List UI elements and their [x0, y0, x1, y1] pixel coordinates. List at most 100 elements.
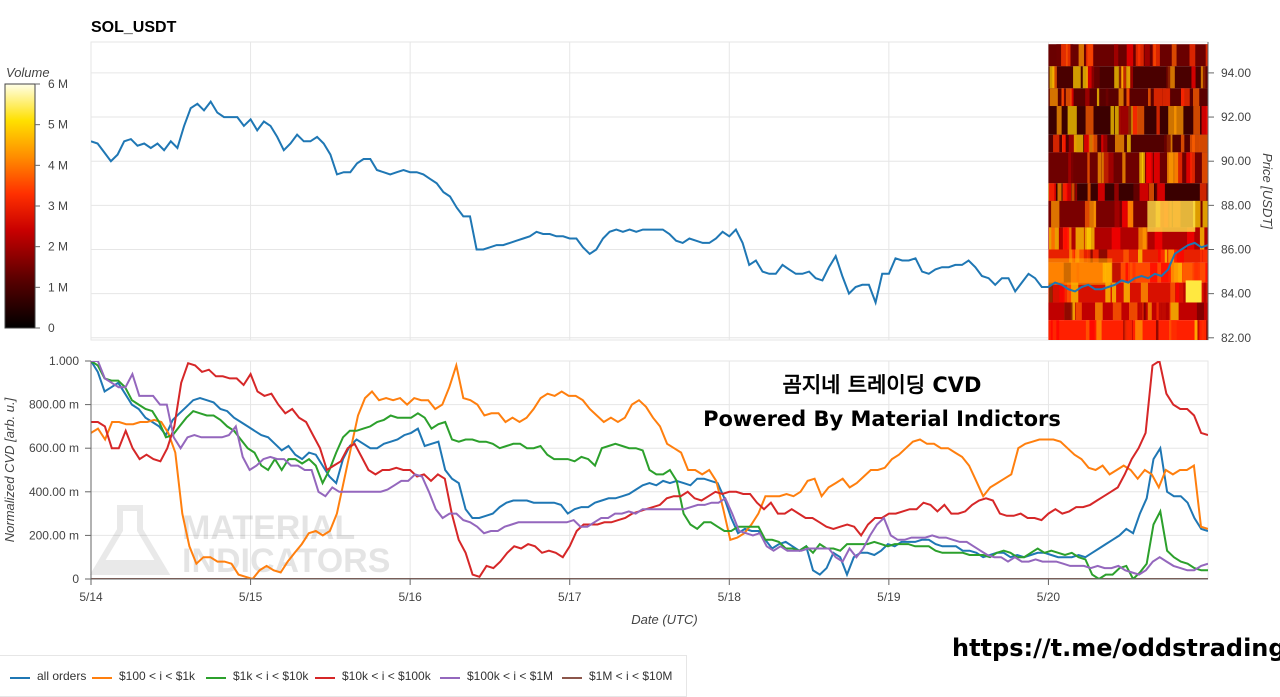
- watermark-line-1: MATERIAL: [182, 509, 355, 547]
- heatmap-cell: [1201, 106, 1208, 135]
- heatmap-cell: [1139, 152, 1144, 184]
- legend-label: $100 < i < $1k: [119, 669, 196, 683]
- heatmap-cell: [1071, 152, 1077, 184]
- heatmap-cell: [1075, 227, 1084, 250]
- legend: all orders $100 < i < $1k $1k < i < $10k $1…: [0, 655, 687, 697]
- heatmap-cell: [1101, 134, 1104, 153]
- heatmap-cell: [1123, 249, 1129, 263]
- cvd-tick-label: 200.00 m: [29, 528, 79, 542]
- heatmap-cell: [1068, 282, 1072, 303]
- heatmap-cell: [1139, 183, 1149, 201]
- heatmap-cell: [1114, 66, 1122, 89]
- cvd-axis: 0 200.00 m 400.00 m 600.00 m 800.00 m 1.000 5/…: [2, 354, 1208, 627]
- heatmap-cell: [1059, 282, 1065, 303]
- date-tick-label: 5/18: [718, 590, 742, 604]
- colorbar-title: Volume: [6, 65, 50, 80]
- heatmap-cell: [1114, 134, 1125, 153]
- heatmap-cell: [1085, 320, 1090, 340]
- heatmap-cell: [1153, 152, 1160, 184]
- colorbar-tick-label: 1 M: [48, 280, 68, 294]
- heatmap-cell: [1157, 183, 1165, 201]
- heatmap-cell: [1071, 183, 1075, 201]
- heatmap-cell: [1087, 183, 1091, 201]
- cvd-line-100k-1M: [91, 361, 1208, 576]
- heatmap-cell: [1066, 183, 1072, 201]
- heatmap-cell: [1147, 302, 1152, 321]
- heatmap-cell: [1168, 249, 1177, 263]
- heatmap-cell: [1091, 66, 1100, 89]
- heatmap-cell: [1138, 227, 1147, 250]
- heatmap-cell: [1171, 44, 1177, 67]
- cvd-tick-label: 1.000: [49, 354, 79, 368]
- heatmap-cell: [1123, 282, 1130, 303]
- heatmap-cell: [1182, 262, 1193, 283]
- heatmap-cell: [1190, 152, 1195, 184]
- orderbook-heatmap: [1048, 44, 1208, 340]
- heatmap-cell: [1136, 106, 1145, 135]
- date-tick-label: 5/15: [239, 590, 263, 604]
- heatmap-cell: [1195, 262, 1198, 283]
- heatmap-cell: [1170, 282, 1176, 303]
- heatmap-cell: [1135, 320, 1143, 340]
- heatmap-cell: [1196, 302, 1204, 321]
- heatmap-cell: [1048, 282, 1053, 303]
- heatmap-cell: [1135, 44, 1141, 67]
- heatmap-cell: [1168, 152, 1179, 184]
- heatmap-cell: [1098, 249, 1108, 263]
- legend-swatch: [562, 677, 582, 679]
- colorbar-tick-label: 2 M: [48, 240, 68, 254]
- heatmap-cell: [1103, 152, 1114, 184]
- legend-label: all orders: [37, 669, 87, 683]
- heatmap-cell: [1057, 183, 1062, 201]
- heatmap-cell: [1112, 302, 1122, 321]
- legend-label: $100k < i < $1M: [467, 669, 554, 683]
- heatmap-cell: [1174, 262, 1182, 283]
- heatmap-cell: [1197, 320, 1200, 340]
- date-tick-label: 5/17: [558, 590, 582, 604]
- heatmap-cell: [1049, 66, 1055, 89]
- heatmap-cell: [1205, 262, 1208, 283]
- cvd-line-1k-10k: [91, 361, 1208, 579]
- heatmap-cell: [1123, 66, 1127, 89]
- heatmap-cell: [1187, 227, 1195, 250]
- heatmap-cell: [1118, 66, 1122, 89]
- heatmap-cell: [1152, 44, 1156, 67]
- heatmap-cell: [1158, 302, 1162, 321]
- heatmap-cell: [1051, 227, 1055, 250]
- heatmap-cell: [1155, 44, 1160, 67]
- legend-swatch: [206, 677, 226, 679]
- heatmap-cell: [1180, 88, 1190, 107]
- heatmap-cell: [1141, 152, 1145, 184]
- heatmap-cell: [1205, 44, 1208, 67]
- heatmap-cell: [1133, 183, 1140, 201]
- heatmap-cell: [1157, 249, 1165, 263]
- heatmap-cell: [1093, 200, 1096, 228]
- price-tick-label: 94.00: [1221, 66, 1251, 80]
- heatmap-cell: [1070, 88, 1074, 107]
- heatmap-cell: [1097, 152, 1102, 184]
- heatmap-cell: [1155, 320, 1159, 340]
- heatmap-cell: [1126, 44, 1134, 67]
- overlay-title: 곰지네 트레이딩 CVD: [783, 373, 982, 397]
- heatmap-cell: [1193, 88, 1200, 107]
- colorbar-tick-label: 4 M: [48, 158, 68, 172]
- heatmap-cell: [1103, 134, 1108, 153]
- heatmap-cell: [1186, 152, 1192, 184]
- heatmap-cell: [1180, 134, 1185, 153]
- heatmap-cell: [1063, 227, 1070, 250]
- legend-swatch: [92, 677, 112, 679]
- heatmap-cell: [1193, 106, 1201, 135]
- heatmap-cell: [1048, 258, 1113, 285]
- heatmap-cell: [1122, 152, 1126, 184]
- heatmap-cell: [1201, 152, 1208, 184]
- heatmap-cell: [1085, 106, 1094, 135]
- cvd-tick-label: 0: [72, 572, 79, 586]
- price-tick-label: 82.00: [1221, 331, 1251, 345]
- cvd-tick-label: 600.00 m: [29, 441, 79, 455]
- heatmap-cell: [1147, 200, 1196, 232]
- heatmap-cell: [1062, 183, 1068, 201]
- date-tick-label: 5/14: [79, 590, 103, 604]
- telegram-link[interactable]: https://t.me/oddstrading2: [952, 634, 1280, 662]
- heatmap-cell: [1111, 262, 1121, 283]
- heatmap-cell: [1089, 200, 1097, 228]
